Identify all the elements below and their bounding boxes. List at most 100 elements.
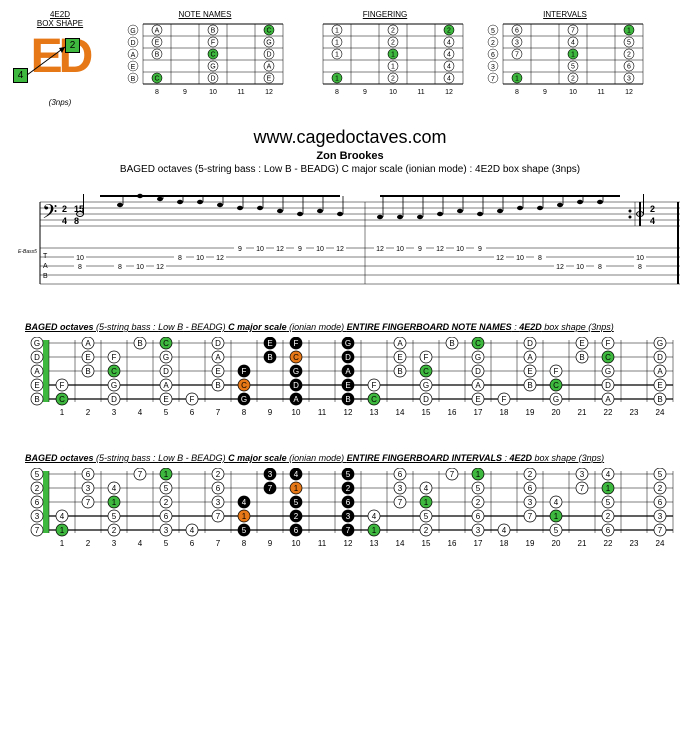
svg-text:D: D <box>527 339 533 348</box>
svg-text:G: G <box>130 28 135 35</box>
svg-text:2: 2 <box>491 40 495 47</box>
svg-text:B: B <box>211 28 216 35</box>
svg-text:1: 1 <box>335 52 339 59</box>
svg-text:4: 4 <box>62 216 67 226</box>
svg-text:14: 14 <box>396 408 405 417</box>
full-diagrams: BAGED octaves (5-string bass : Low B - B… <box>10 322 690 562</box>
svg-text:20: 20 <box>552 539 561 548</box>
svg-text:24: 24 <box>656 539 665 548</box>
svg-text:E: E <box>267 76 272 83</box>
svg-text:10: 10 <box>76 255 84 262</box>
svg-text:9: 9 <box>478 246 482 253</box>
svg-text:3: 3 <box>268 470 273 479</box>
svg-text:21: 21 <box>578 408 587 417</box>
svg-text:4: 4 <box>190 526 195 535</box>
svg-text:6: 6 <box>658 498 663 507</box>
svg-text:A: A <box>34 367 40 376</box>
svg-text:5: 5 <box>554 526 559 535</box>
svg-text:5: 5 <box>164 484 169 493</box>
svg-text:1: 1 <box>60 526 65 535</box>
svg-text:11: 11 <box>597 89 604 96</box>
svg-text:2: 2 <box>86 539 91 548</box>
svg-text:B: B <box>43 273 48 280</box>
svg-text:23: 23 <box>630 539 639 548</box>
svg-text:A: A <box>163 381 169 390</box>
svg-text:18: 18 <box>500 539 509 548</box>
svg-text:6: 6 <box>35 498 40 507</box>
svg-text:20: 20 <box>552 408 561 417</box>
svg-text:2: 2 <box>112 526 117 535</box>
svg-text:16: 16 <box>448 539 457 548</box>
nps-label: (3nps) <box>10 98 110 107</box>
svg-text:2: 2 <box>424 526 429 535</box>
svg-text:4: 4 <box>242 498 247 507</box>
svg-text:8: 8 <box>78 264 82 271</box>
svg-text:G: G <box>34 339 40 348</box>
svg-text:6: 6 <box>190 539 195 548</box>
svg-text:6: 6 <box>606 526 611 535</box>
svg-text:6: 6 <box>190 408 195 417</box>
svg-text:6: 6 <box>346 498 351 507</box>
svg-text:10: 10 <box>292 539 301 548</box>
svg-text:D: D <box>266 52 271 59</box>
mini-diagrams: NOTE NAMESGDAEBABCEFGBCDGACDE89101112FIN… <box>125 10 645 102</box>
svg-text:E: E <box>163 395 168 404</box>
svg-text:4: 4 <box>424 484 429 493</box>
svg-text:B: B <box>657 395 662 404</box>
svg-text:F: F <box>502 395 507 404</box>
svg-text:13: 13 <box>370 539 379 548</box>
svg-text:B: B <box>215 381 220 390</box>
ed-box-4: 4 <box>13 68 28 83</box>
svg-text:D: D <box>293 381 299 390</box>
svg-text:B: B <box>579 353 584 362</box>
svg-text:8: 8 <box>638 264 642 271</box>
svg-text:1: 1 <box>164 470 169 479</box>
svg-text:7: 7 <box>515 52 519 59</box>
svg-text:2: 2 <box>294 512 299 521</box>
svg-text:3: 3 <box>627 76 631 83</box>
svg-text:E: E <box>155 40 160 47</box>
svg-text:1: 1 <box>294 484 299 493</box>
svg-text:2: 2 <box>391 76 395 83</box>
svg-text:7: 7 <box>268 484 273 493</box>
svg-text:2: 2 <box>216 470 221 479</box>
svg-text:10: 10 <box>389 89 397 96</box>
svg-text:G: G <box>111 381 117 390</box>
svg-text:B: B <box>267 353 272 362</box>
svg-text:3: 3 <box>658 512 663 521</box>
svg-text:6: 6 <box>528 484 533 493</box>
svg-text:9: 9 <box>238 246 242 253</box>
svg-text:8: 8 <box>118 264 122 271</box>
svg-text:5: 5 <box>164 408 169 417</box>
svg-text:A: A <box>267 64 272 71</box>
svg-text:3: 3 <box>164 526 169 535</box>
svg-text:2: 2 <box>528 470 533 479</box>
svg-text:3: 3 <box>35 512 40 521</box>
svg-text:12: 12 <box>344 539 353 548</box>
svg-text:7: 7 <box>398 498 403 507</box>
svg-text:5: 5 <box>424 512 429 521</box>
svg-text:G: G <box>345 339 351 348</box>
svg-text:E: E <box>657 381 662 390</box>
svg-text:12: 12 <box>216 255 224 262</box>
svg-text:17: 17 <box>474 408 483 417</box>
svg-text:C: C <box>59 395 65 404</box>
svg-text:10: 10 <box>196 255 204 262</box>
svg-text:E: E <box>131 64 136 71</box>
svg-text:5: 5 <box>627 40 631 47</box>
svg-text:4: 4 <box>138 539 143 548</box>
svg-text:F: F <box>424 353 429 362</box>
svg-text:8: 8 <box>515 89 519 96</box>
svg-text:1: 1 <box>335 40 339 47</box>
svg-text:1: 1 <box>391 64 395 71</box>
svg-text:A: A <box>605 395 611 404</box>
svg-text:D: D <box>423 395 429 404</box>
svg-text:2: 2 <box>346 484 351 493</box>
svg-text:A: A <box>397 339 403 348</box>
svg-text:8: 8 <box>538 255 542 262</box>
svg-text:A: A <box>155 28 160 35</box>
svg-text:G: G <box>241 395 247 404</box>
svg-text:E-Bass5: E-Bass5 <box>18 249 37 255</box>
svg-text:B: B <box>449 339 454 348</box>
svg-text:9: 9 <box>183 89 187 96</box>
